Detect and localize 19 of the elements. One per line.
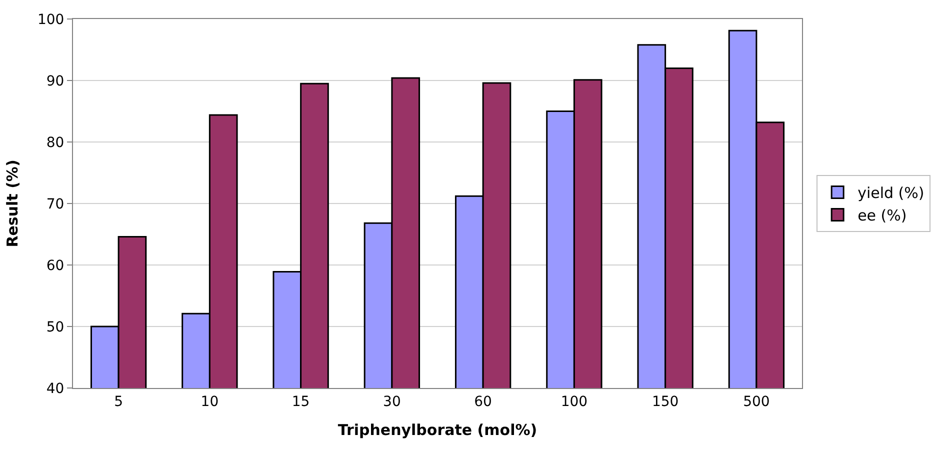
legend-label: ee (%) [858,206,907,225]
y-tick-label: 80 [46,134,64,151]
legend-label: yield (%) [858,184,924,202]
y-tick-label: 70 [46,196,64,212]
x-tick-label: 500 [743,394,770,410]
x-axis-title: Triphenylborate (mol%) [338,420,538,439]
x-tick-label: 60 [474,394,492,410]
x-tick-label: 100 [560,394,588,410]
x-tick-label: 150 [652,394,679,410]
x-tick-label: 5 [114,394,124,410]
y-tick-label: 50 [46,319,64,336]
y-tick-label: 100 [37,12,64,28]
y-axis-title: Result (%) [4,160,22,248]
y-tick-label: 40 [46,380,64,397]
y-tick-label: 60 [46,258,64,274]
x-tick-label: 10 [200,394,219,410]
y-tick-label: 90 [46,73,64,90]
x-tick-label: 15 [292,394,310,410]
x-tick-label: 30 [383,394,401,410]
